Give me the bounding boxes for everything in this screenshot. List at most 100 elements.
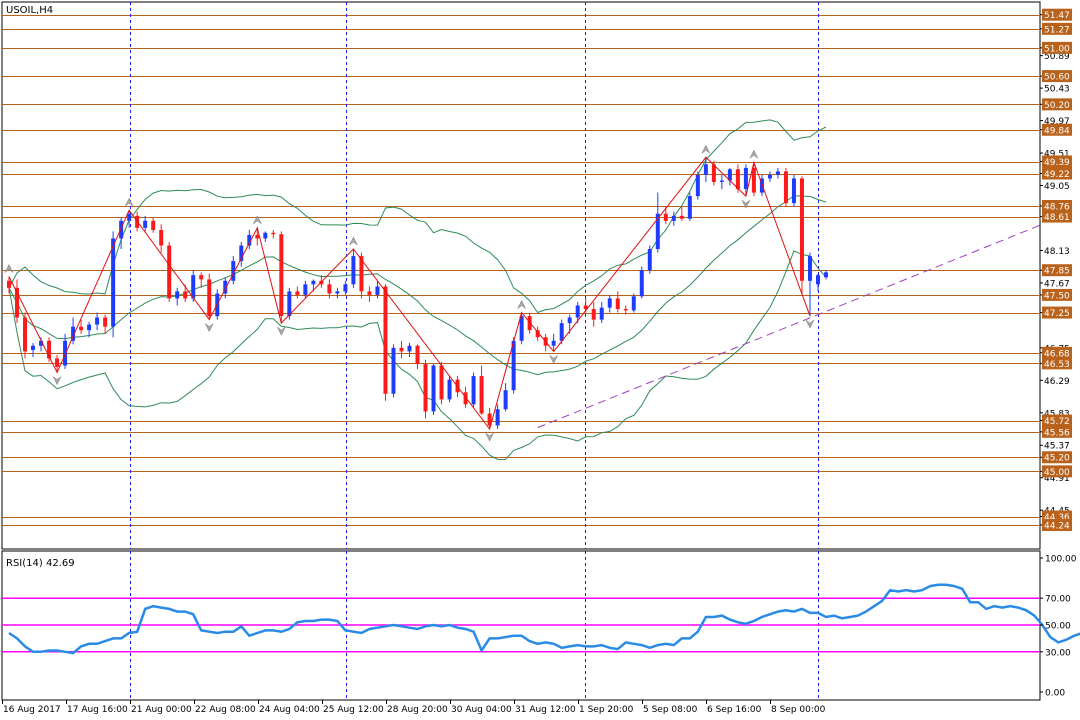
- price-axis-label: 50.43: [1044, 85, 1070, 95]
- time-axis-label: 5 Sep 08:00: [643, 705, 698, 715]
- candle-body: [535, 330, 540, 338]
- candle-body: [183, 291, 188, 299]
- candle-body: [15, 287, 20, 318]
- candle-body: [479, 376, 484, 414]
- price-level-tag: [1042, 346, 1072, 359]
- price-level-tag-label: 48.61: [1044, 213, 1070, 223]
- candle-body: [375, 286, 380, 295]
- time-axis-label: 6 Sep 16:00: [707, 705, 762, 715]
- candle-body: [143, 220, 148, 228]
- price-level-tag: [1042, 199, 1072, 212]
- candle-body: [463, 392, 468, 405]
- bollinger-lower: [8, 250, 827, 461]
- candle-body: [351, 256, 356, 285]
- candle-body: [647, 249, 652, 271]
- rsi-axis-label: 0.00: [1045, 689, 1065, 699]
- price-level-tag-label: 45.00: [1044, 468, 1070, 478]
- time-axis-label: 30 Aug 04:00: [451, 705, 512, 715]
- price-level-tag-label: 45.72: [1044, 417, 1070, 427]
- fractal-up-icon: [701, 144, 711, 154]
- candle-body: [159, 229, 164, 246]
- candle-body: [775, 171, 780, 175]
- candle-body: [671, 215, 676, 221]
- candle-body: [191, 275, 196, 299]
- candle-body: [127, 213, 132, 221]
- candle-body: [63, 340, 68, 366]
- time-axis-label: 8 Sep 00:00: [771, 705, 826, 715]
- candle-body: [575, 305, 580, 318]
- candle-body: [679, 215, 684, 219]
- price-axis-label: 45.37: [1044, 442, 1070, 452]
- candle-body: [495, 409, 500, 426]
- candle-body: [199, 275, 204, 280]
- fractal-down-icon: [277, 326, 286, 336]
- candle-body: [439, 365, 444, 400]
- time-axis-label: 1 Sep 20:00: [579, 705, 634, 715]
- candle-body: [599, 307, 604, 320]
- candle-body: [103, 317, 108, 327]
- rsi-axis-label: 100.00: [1045, 555, 1077, 565]
- fractal-down-icon: [205, 323, 214, 333]
- price-level-tag: [1042, 8, 1072, 21]
- price-level-tag-label: 46.53: [1044, 360, 1070, 370]
- candle-body: [615, 298, 620, 310]
- fractal-up-icon: [124, 197, 134, 207]
- candle-body: [247, 234, 252, 246]
- candle-body: [503, 390, 508, 410]
- candle-body: [695, 174, 700, 197]
- price-level-tag-label: 45.20: [1044, 454, 1070, 464]
- time-axis-label: 22 Aug 08:00: [195, 705, 256, 715]
- time-axis-label: 25 Aug 12:00: [323, 705, 384, 715]
- price-level-tag: [1042, 357, 1072, 370]
- candle-body: [431, 365, 436, 412]
- candle-body: [287, 291, 292, 317]
- candle-body: [359, 256, 364, 292]
- candle-body: [567, 317, 572, 324]
- candle-body: [551, 340, 556, 346]
- candle-body: [711, 164, 716, 182]
- candle-body: [639, 270, 644, 297]
- candle-body: [95, 317, 100, 325]
- price-level-tag-label: 47.85: [1044, 267, 1070, 277]
- price-axis-label: 49.51: [1044, 150, 1070, 160]
- price-level-tag: [1042, 22, 1072, 35]
- price-level-tag-label: 45.56: [1044, 428, 1070, 438]
- candle-body: [791, 178, 796, 204]
- candle-body: [239, 245, 244, 262]
- candle-body: [255, 234, 260, 239]
- price-level-tag-label: 51.00: [1044, 44, 1070, 54]
- candle-body: [719, 180, 724, 182]
- price-level-tag: [1042, 288, 1072, 301]
- time-axis-label: 28 Aug 20:00: [387, 705, 448, 715]
- candle-body: [407, 345, 412, 352]
- price-level-tag-label: 50.60: [1044, 73, 1070, 83]
- price-level-tag-label: 49.22: [1044, 170, 1070, 180]
- candle-body: [751, 167, 756, 193]
- price-level-tag-label: 47.50: [1044, 291, 1070, 301]
- price-level-tag: [1042, 264, 1072, 277]
- time-axis-label: 16 Aug 2017: [3, 705, 61, 715]
- candle-body: [167, 245, 172, 299]
- candle-body: [799, 178, 804, 281]
- candle-body: [623, 309, 628, 311]
- candle-body: [423, 364, 428, 412]
- price-level-tag: [1042, 123, 1072, 136]
- candle-body: [71, 326, 76, 341]
- candle-body: [527, 316, 532, 331]
- candle-body: [391, 347, 396, 394]
- price-level-tag: [1042, 41, 1072, 54]
- candle-body: [47, 340, 52, 359]
- price-axis-label: 47.67: [1044, 279, 1070, 289]
- zigzag-line: [8, 156, 811, 431]
- fractal-up-icon: [749, 149, 759, 159]
- candle-body: [815, 275, 820, 285]
- candle-body: [703, 164, 708, 175]
- candle-body: [471, 376, 476, 405]
- candle-body: [231, 261, 236, 281]
- fractal-down-icon: [741, 199, 751, 209]
- time-axis-label: 21 Aug 00:00: [131, 705, 192, 715]
- price-level-tag-label: 51.47: [1044, 11, 1070, 21]
- candle-body: [343, 284, 348, 292]
